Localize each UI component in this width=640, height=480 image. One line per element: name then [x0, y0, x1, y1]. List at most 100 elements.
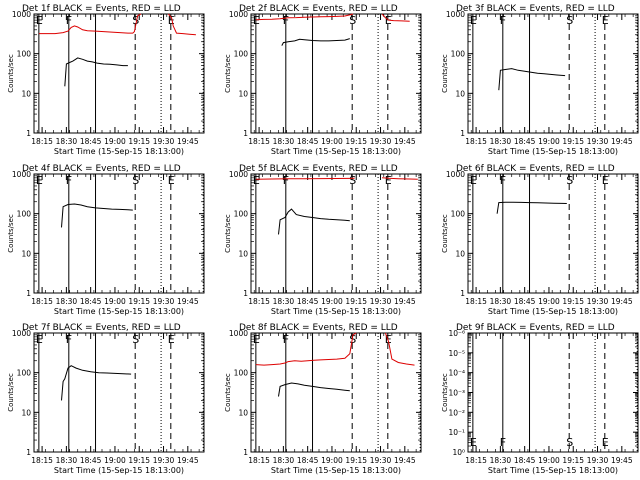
x-tick-label: 18:30	[273, 297, 295, 306]
y-tick-label: 1000	[12, 329, 31, 338]
detector-panel: Det 6f BLACK = Events, RED = LLD 1 10 100 10…	[441, 164, 639, 316]
y-axis-label: Counts/sec	[441, 373, 449, 412]
x-tick-label: 18:15	[465, 137, 487, 146]
y-tick-label: 10⁻²	[448, 408, 465, 417]
y-tick-label: 10	[21, 408, 31, 417]
x-tick-label: 19:15	[128, 137, 150, 146]
y-tick-label: 10	[21, 89, 31, 98]
y-axis-label: Counts/sec	[7, 54, 15, 93]
x-axis-label: Start Time (15-Sep-15 18:13:00)	[54, 147, 184, 156]
events-rate-line	[61, 203, 133, 228]
x-tick-label: 19:00	[321, 137, 343, 146]
x-tick-label: 19:00	[321, 297, 343, 306]
time-marker-label: F	[66, 14, 72, 27]
y-tick-label: 1	[26, 289, 31, 298]
plot-frame	[33, 13, 205, 134]
x-tick-label: 19:00	[104, 297, 126, 306]
x-tick-label: 18:15	[31, 137, 53, 146]
plot-frame	[250, 13, 422, 134]
x-axis-label: Start Time (15-Sep-15 18:13:00)	[488, 307, 618, 316]
x-tick-label: 18:15	[465, 456, 487, 465]
lld-rate-line	[381, 13, 410, 22]
plot-frame	[467, 173, 639, 294]
y-tick-label: 100	[234, 369, 249, 378]
x-tick-label: 18:30	[490, 297, 512, 306]
x-tick-label: 19:45	[177, 297, 199, 306]
events-rate-line	[496, 201, 567, 214]
y-tick-label: 10	[455, 89, 465, 98]
detector-panel: Det 3f BLACK = Events, RED = LLD 1 10 100 10…	[441, 4, 639, 156]
y-tick-label: 1000	[229, 10, 248, 19]
x-tick-label: 18:45	[80, 456, 102, 465]
time-marker-label: E	[602, 174, 609, 187]
time-marker-label: S	[566, 14, 573, 27]
y-tick-label: 10	[238, 89, 248, 98]
y-tick-label: 1000	[229, 329, 248, 338]
time-marker-label: S	[349, 174, 356, 187]
panel-title: Det 6f BLACK = Events, RED = LLD	[456, 164, 615, 174]
plot-frame	[33, 173, 205, 294]
x-tick-label: 18:30	[56, 456, 78, 465]
detector-panel: Det 2f BLACK = Events, RED = LLD 1 10 100 10…	[224, 4, 422, 156]
x-axis-label: Start Time (15-Sep-15 18:13:00)	[271, 147, 401, 156]
x-tick-label: 19:45	[611, 297, 633, 306]
x-tick-label: 18:30	[273, 137, 295, 146]
y-tick-label: 1	[26, 448, 31, 457]
lld-rate-line	[382, 177, 418, 180]
x-tick-label: 18:45	[297, 297, 319, 306]
panel-title: Det 2f BLACK = Events, RED = LLD	[239, 4, 398, 14]
y-tick-label: 1000	[229, 170, 248, 179]
panel-title: Det 3f BLACK = Events, RED = LLD	[456, 4, 615, 14]
events-rate-line	[64, 57, 128, 87]
detector-panel: Det 4f BLACK = Events, RED = LLD 1 10 100 10…	[7, 164, 205, 316]
x-tick-label: 18:15	[31, 456, 53, 465]
x-axis-label: Start Time (15-Sep-15 18:13:00)	[54, 466, 184, 475]
y-axis-label: Counts/sec	[441, 214, 449, 253]
x-tick-label: 19:15	[345, 137, 367, 146]
x-tick-label: 19:45	[611, 137, 633, 146]
time-marker-label: F	[283, 174, 289, 187]
x-tick-label: 19:15	[562, 297, 584, 306]
x-tick-label: 19:15	[128, 297, 150, 306]
x-tick-label: 18:15	[31, 297, 53, 306]
x-tick-label: 18:45	[514, 137, 536, 146]
x-tick-label: 19:30	[153, 137, 175, 146]
x-tick-label: 19:00	[104, 137, 126, 146]
x-tick-label: 19:45	[394, 297, 416, 306]
y-tick-label: 1	[243, 289, 248, 298]
panel-title: Det 4f BLACK = Events, RED = LLD	[22, 164, 181, 174]
y-tick-label: 1	[460, 289, 465, 298]
y-tick-label: 10⁻⁴	[448, 369, 465, 378]
y-tick-label: 10⁰	[452, 448, 465, 457]
x-tick-label: 19:00	[321, 456, 343, 465]
x-tick-label: 19:15	[562, 456, 584, 465]
detector-panel: Det 9f BLACK = Events, RED = LLD 10⁰ 10⁻¹ 1…	[441, 323, 639, 475]
x-tick-label: 19:30	[153, 297, 175, 306]
time-marker-label: F	[500, 14, 506, 27]
events-rate-line	[278, 208, 350, 235]
y-axis-label: Counts/sec	[224, 214, 232, 253]
y-tick-label: 100	[451, 210, 466, 219]
x-tick-label: 19:45	[611, 456, 633, 465]
x-tick-label: 18:30	[273, 456, 295, 465]
x-tick-label: 19:15	[128, 456, 150, 465]
x-tick-label: 18:15	[248, 297, 270, 306]
lld-rate-line	[255, 177, 355, 180]
y-axis-label: Counts/sec	[7, 214, 15, 253]
time-marker-label: E	[36, 333, 43, 346]
detector-panel: Det 1f BLACK = Events, RED = LLD 1 10 100 10…	[7, 4, 205, 156]
panel-title: Det 5f BLACK = Events, RED = LLD	[239, 164, 398, 174]
time-marker-label: S	[349, 14, 356, 27]
x-tick-label: 18:30	[56, 297, 78, 306]
y-tick-label: 10	[238, 249, 248, 258]
y-tick-label: 1000	[446, 170, 465, 179]
plot-frame	[250, 332, 422, 453]
time-marker-label: E	[470, 174, 477, 187]
y-tick-label: 1000	[12, 170, 31, 179]
y-tick-label: 10	[455, 249, 465, 258]
y-tick-label: 100	[234, 210, 249, 219]
events-rate-line	[61, 365, 132, 401]
x-tick-label: 19:00	[538, 137, 560, 146]
time-marker-label: E	[36, 174, 43, 187]
